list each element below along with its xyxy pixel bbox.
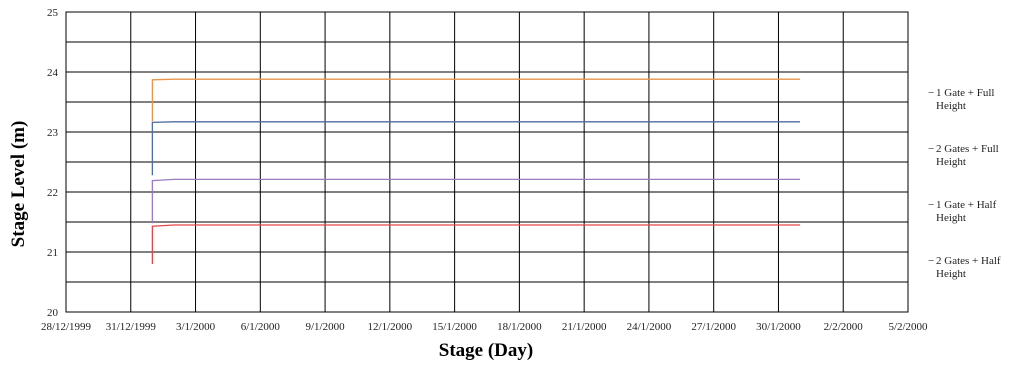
x-tick-label: 21/1/2000 <box>562 321 607 333</box>
x-axis-title: Stage (Day) <box>439 340 533 361</box>
plot-area <box>65 11 909 313</box>
y-tick-label: 24 <box>47 67 59 79</box>
x-tick-label: 27/1/2000 <box>691 321 736 333</box>
x-tick-label: 18/1/2000 <box>497 321 542 333</box>
x-tick-label: 6/1/2000 <box>241 321 281 333</box>
grid-lines <box>65 11 909 313</box>
x-tick-label: 30/1/2000 <box>756 321 801 333</box>
legend-marker: − <box>928 87 934 99</box>
plot-border <box>65 11 909 313</box>
y-tick-label: 20 <box>47 307 59 319</box>
legend-label-line-1: 2 Gates + Half <box>936 255 1001 267</box>
y-tick-label: 25 <box>47 7 59 19</box>
x-tick-label: 15/1/2000 <box>432 321 477 333</box>
legend-label-line-2: Height <box>936 268 966 280</box>
legend-label-line-1: 1 Gate + Half <box>936 199 997 211</box>
legend-label-line-2: Height <box>936 212 966 224</box>
y-tick-label: 22 <box>47 187 58 199</box>
legend-label-line-2: Height <box>936 156 966 168</box>
series-line-1 <box>151 121 801 176</box>
x-tick-label: 5/2/2000 <box>888 321 928 333</box>
legend-marker: − <box>928 143 934 155</box>
series-line-2 <box>151 78 801 122</box>
y-axis-title: Stage Level (m) <box>8 121 29 248</box>
series-line-4 <box>151 178 801 224</box>
x-axis-ticks: 28/12/1999 31/12/1999 3/1/2000 6/1/2000 9/1/… <box>41 321 928 333</box>
y-axis-ticks: 20 21 22 23 24 25 <box>47 7 59 319</box>
series-line-3 <box>151 224 801 264</box>
x-tick-label: 2/2/2000 <box>824 321 864 333</box>
x-tick-label: 9/1/2000 <box>306 321 346 333</box>
x-tick-label: 3/1/2000 <box>176 321 216 333</box>
legend-label-line-2: Height <box>936 100 966 112</box>
y-tick-label: 23 <box>47 127 59 139</box>
y-tick-label: 21 <box>47 247 58 259</box>
x-tick-label: 24/1/2000 <box>627 321 672 333</box>
legend-marker: − <box>928 199 934 211</box>
legend-label-line-1: 2 Gates + Full <box>936 143 999 155</box>
x-tick-label: 12/1/2000 <box>368 321 413 333</box>
x-tick-label: 31/12/1999 <box>106 321 157 333</box>
series-lines <box>151 78 801 264</box>
x-tick-label: 28/12/1999 <box>41 321 92 333</box>
legend-marker: − <box>928 255 934 267</box>
legend-label-line-1: 1 Gate + Full <box>936 87 994 99</box>
